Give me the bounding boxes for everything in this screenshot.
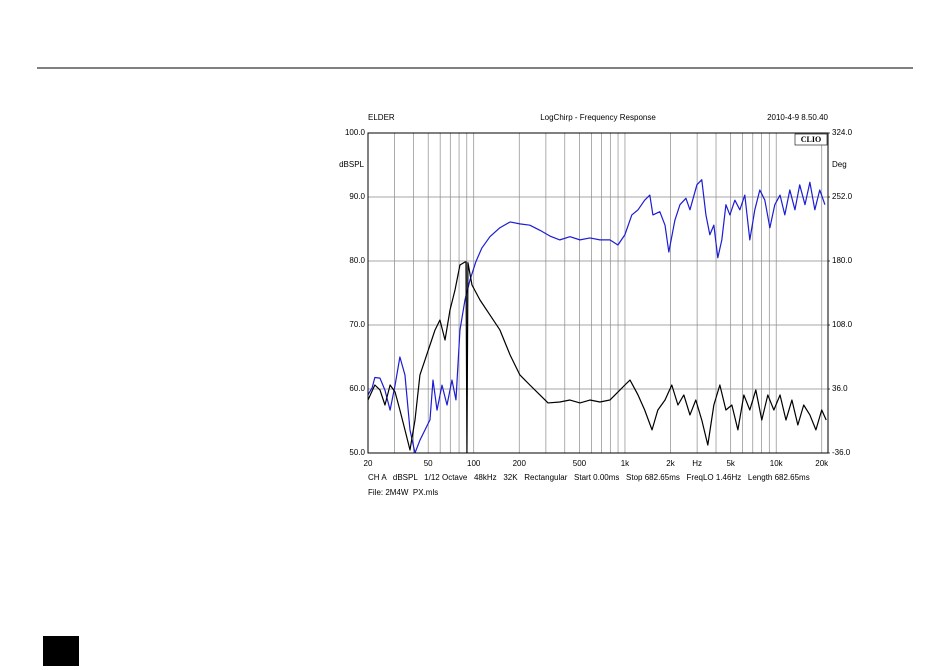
x-tick-label: 20k bbox=[815, 459, 829, 468]
y-tick-label: 50.0 bbox=[349, 448, 365, 457]
y2-tick-label: 252.0 bbox=[832, 192, 853, 201]
y2-axis-label: Deg bbox=[832, 160, 847, 169]
brand-box bbox=[794, 133, 828, 146]
y-tick-label: 60.0 bbox=[349, 384, 365, 393]
header-left: ELDER bbox=[368, 113, 395, 122]
y-tick-label: 70.0 bbox=[349, 320, 365, 329]
y-tick-label: 80.0 bbox=[349, 256, 365, 265]
x-tick-label: 10k bbox=[770, 459, 784, 468]
brand: CLIO bbox=[801, 135, 821, 144]
y2-tick-label: 36.0 bbox=[832, 384, 848, 393]
x-tick-label: 1k bbox=[621, 459, 630, 468]
footer-file: File: 2M4W PX.mls bbox=[368, 488, 438, 497]
x-tick-label: 200 bbox=[513, 459, 527, 468]
x-tick-label: 100 bbox=[467, 459, 481, 468]
x-tick-label: 500 bbox=[573, 459, 587, 468]
header-right: 2010-4-9 8.50.40 bbox=[767, 113, 828, 122]
series-line bbox=[368, 179, 826, 453]
y-tick-label: 100.0 bbox=[345, 128, 366, 137]
plot-frame bbox=[367, 132, 829, 454]
x-tick-label: 20 bbox=[364, 459, 373, 468]
series-line bbox=[368, 261, 827, 453]
y2-tick-label: 108.0 bbox=[832, 320, 853, 329]
y2-tick-label: 180.0 bbox=[832, 256, 853, 265]
x-tick-label: Hz bbox=[692, 459, 702, 468]
y2-tick-label: -36.0 bbox=[832, 448, 851, 457]
x-tick-label: 5k bbox=[726, 459, 735, 468]
footer-settings: CH A dBSPL 1/12 Octave 48kHz 32K Rectang… bbox=[368, 473, 810, 482]
page-marker bbox=[43, 636, 79, 666]
y-tick-label: 90.0 bbox=[349, 192, 365, 201]
x-tick-label: 2k bbox=[666, 459, 675, 468]
y-axis-label: dBSPL bbox=[339, 160, 364, 169]
y2-tick-label: 324.0 bbox=[832, 128, 853, 137]
chart-title: LogChirp - Frequency Response bbox=[540, 113, 656, 122]
x-tick-label: 50 bbox=[424, 459, 433, 468]
